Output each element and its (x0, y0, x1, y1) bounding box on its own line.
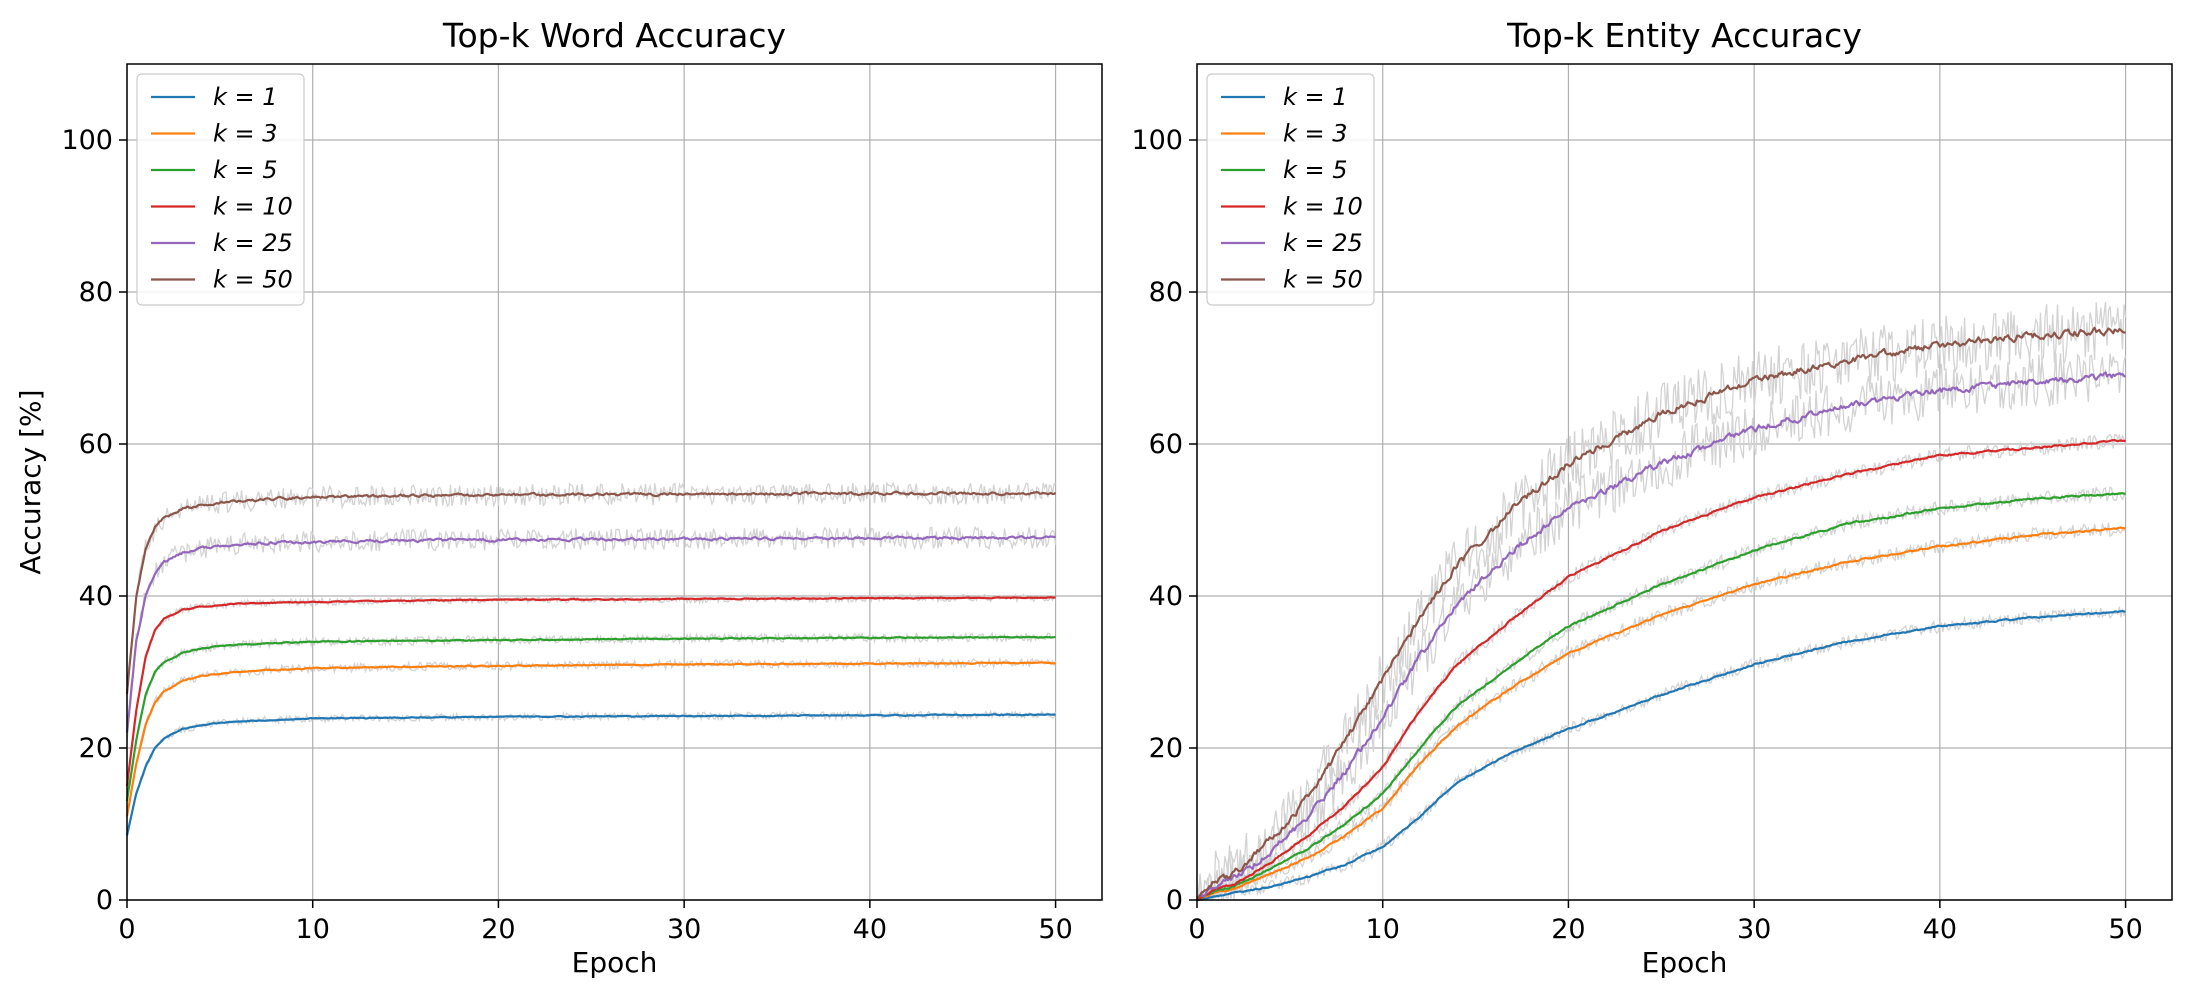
y-tick-label: 20 (1149, 733, 1183, 764)
series-line (125, 635, 1056, 801)
x-tick-label: 10 (296, 914, 330, 945)
x-tick-label: 0 (118, 914, 135, 945)
series-line (1197, 610, 2126, 902)
series-line (125, 713, 1056, 836)
series-line (1196, 326, 2126, 900)
series-lines (125, 490, 1057, 836)
legend-label: k = 25 (213, 229, 293, 257)
x-tick-label: 50 (1038, 914, 1072, 945)
x-tick-label: 0 (1188, 914, 1205, 945)
series-noise-band (126, 708, 1057, 835)
y-ticks: 0 20 40 60 80 100 (61, 125, 127, 916)
grid-lines (1196, 64, 2172, 901)
y-tick-label: 60 (1149, 429, 1183, 460)
series-line (125, 535, 1056, 733)
series-noise-band (1196, 606, 2127, 901)
x-tick-label: 50 (2108, 914, 2142, 945)
x-axis-label: Epoch (572, 946, 658, 979)
legend-label: k = 50 (1283, 266, 1363, 294)
y-ticks: 0 20 40 60 80 100 (1131, 125, 1197, 916)
y-tick-label: 100 (61, 125, 113, 156)
series-noise-band (1197, 301, 2127, 901)
x-tick-label: 20 (481, 914, 515, 945)
y-axis-label: Accuracy [%] (14, 389, 47, 574)
series-line (1196, 492, 2126, 901)
legend-label: k = 10 (1283, 193, 1363, 221)
x-tick-label: 40 (853, 914, 887, 945)
series-line (125, 596, 1056, 787)
legend-label: k = 3 (213, 120, 278, 148)
plot-frame (126, 63, 1103, 901)
x-tick-label: 30 (667, 914, 701, 945)
series-line (1196, 439, 2126, 902)
x-axis-label: Epoch (1642, 946, 1728, 979)
legend-label: k = 3 (1283, 120, 1348, 148)
y-tick-label: 20 (79, 733, 113, 764)
x-ticks: 0 10 20 30 40 50 (118, 900, 1073, 945)
y-tick-label: 0 (96, 885, 113, 916)
plot-frame (1196, 63, 2173, 901)
y-tick-label: 100 (1131, 125, 1183, 156)
legend-label: k = 10 (213, 193, 293, 221)
legend-label: k = 50 (213, 266, 293, 294)
series-lines (1196, 326, 2127, 902)
chart-title: Top-k Entity Accuracy (1506, 16, 1862, 55)
legend: k = 1 k = 3 k = 5 k = 10 k = 25 k = 50 (136, 73, 305, 306)
y-tick-label: 80 (1149, 277, 1183, 308)
series-line (1196, 371, 2127, 901)
legend-box (136, 73, 305, 306)
entity-accuracy-panel: 0 10 20 30 40 50 0 20 40 60 80 100 Top-k Entity Ac… (1131, 16, 2173, 979)
legend: k = 1 k = 3 k = 5 k = 10 k = 25 k = 50 (1206, 73, 1375, 306)
legend-label: k = 1 (1283, 83, 1348, 111)
series-line (125, 661, 1056, 817)
legend-label: k = 5 (213, 156, 278, 184)
series-noise-band (126, 525, 1057, 743)
series-noise-band (1196, 353, 2127, 901)
y-tick-label: 80 (79, 277, 113, 308)
legend-label: k = 1 (213, 83, 278, 111)
y-tick-label: 60 (79, 429, 113, 460)
y-tick-label: 40 (79, 581, 113, 612)
series-noise-band (1196, 522, 2127, 902)
x-tick-label: 20 (1551, 914, 1585, 945)
word-accuracy-panel: 0 10 20 30 40 50 0 20 40 60 80 100 Top-k Word Accu… (14, 16, 1103, 979)
legend-label: k = 5 (1283, 156, 1348, 184)
x-tick-label: 40 (1923, 914, 1957, 945)
x-tick-label: 30 (1737, 914, 1771, 945)
chart-title: Top-k Word Accuracy (442, 16, 786, 55)
y-tick-label: 0 (1166, 885, 1183, 916)
y-tick-label: 40 (1149, 581, 1183, 612)
series-line (1196, 526, 2126, 901)
x-tick-label: 10 (1366, 914, 1400, 945)
legend-label: k = 25 (1283, 229, 1363, 257)
x-ticks: 0 10 20 30 40 50 (1188, 900, 2143, 945)
noise-bands (1196, 301, 2127, 902)
legend-box (1206, 73, 1375, 306)
series-line (125, 490, 1057, 694)
